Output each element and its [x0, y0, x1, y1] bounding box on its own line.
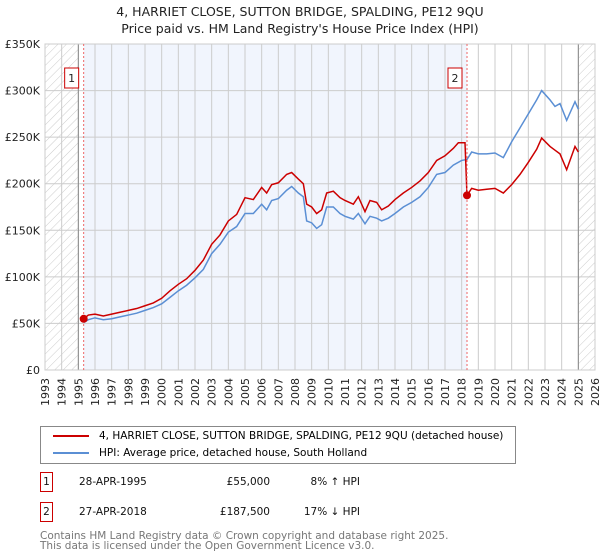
y-tick-label: £100K	[5, 271, 41, 284]
red-line-swatch	[53, 435, 89, 437]
plot-border	[44, 43, 596, 371]
footer-line: This data is licensed under the Open Gov…	[40, 540, 375, 552]
y-tick-label: £200K	[5, 178, 41, 191]
x-tick-label: 2022	[522, 378, 535, 406]
transaction-price: £55,000	[226, 476, 270, 488]
x-tick-label: 2000	[156, 378, 169, 406]
property-price-line	[83, 136, 579, 320]
legend-item-hpi: HPI: Average price, detached house, Sout…	[53, 447, 367, 459]
legend-label: HPI: Average price, detached house, Sout…	[99, 447, 368, 459]
x-tick-label: 1996	[89, 378, 102, 406]
transaction-hpi: 17% ↓ HPI	[303, 506, 360, 518]
transaction-badge: 2	[40, 502, 53, 522]
chart-subtitle: Price paid vs. HM Land Registry's House …	[121, 21, 479, 36]
sale-badge-label: 1	[68, 72, 75, 85]
sale-badge-label: 2	[452, 72, 459, 85]
x-tick-label: 2024	[556, 378, 569, 406]
chart-title: 4, HARRIET CLOSE, SUTTON BRIDGE, SPALDIN…	[116, 4, 484, 19]
x-tick-label: 2008	[289, 378, 302, 406]
shaded-period	[83, 44, 468, 370]
x-tick-label: 2020	[489, 378, 502, 406]
hatched-region-after	[578, 44, 595, 370]
sale-point	[79, 314, 88, 323]
x-tick-label: 1995	[72, 378, 85, 406]
x-tick-label: 1993	[39, 378, 52, 406]
y-tick-label: £50K	[12, 317, 41, 330]
x-tick-label: 1999	[139, 378, 152, 406]
y-tick-label: £300K	[5, 85, 41, 98]
x-tick-label: 2023	[539, 378, 552, 406]
legend-item-property: 4, HARRIET CLOSE, SUTTON BRIDGE, SPALDIN…	[53, 430, 503, 442]
y-tick-label: £0	[26, 364, 40, 377]
x-tick-label: 2011	[339, 378, 352, 406]
x-tick-label: 2021	[506, 378, 519, 406]
x-tick-label: 2015	[406, 378, 419, 406]
x-tick-label: 1994	[56, 378, 69, 406]
sale-point	[463, 191, 471, 200]
x-tick-label: 2006	[256, 378, 269, 406]
legend: 4, HARRIET CLOSE, SUTTON BRIDGE, SPALDIN…	[40, 426, 516, 464]
x-tick-label: 1998	[122, 378, 135, 406]
x-tick-label: 2005	[239, 378, 252, 406]
transaction-date: 28-APR-1995	[79, 476, 147, 488]
x-tick-label: 2017	[439, 378, 452, 406]
x-tick-label: 2009	[306, 378, 319, 406]
x-tick-label: 2002	[189, 378, 202, 406]
y-tick-label: £350K	[5, 38, 41, 51]
x-tick-label: 2001	[172, 378, 185, 406]
x-tick-label: 2007	[272, 378, 285, 406]
y-tick-label: £150K	[5, 224, 41, 237]
x-tick-label: 2004	[222, 378, 235, 406]
sale-badge-box	[447, 67, 463, 89]
sale-badge-box	[64, 67, 80, 89]
x-tick-label: 2025	[572, 378, 585, 406]
footer-line: Contains HM Land Registry data © Crown c…	[40, 530, 449, 542]
price-chart: 1 2 1993 1994 1995 1996 1997 1998 1999 2000 2001 20…	[5, 38, 600, 406]
x-tick-label: 2019	[472, 378, 485, 406]
x-tick-label: 2003	[206, 378, 219, 406]
y-tick-label: £250K	[5, 131, 41, 144]
footer: Contains HM Land Registry data © Crown c…	[40, 530, 449, 552]
transaction-date: 27-APR-2018	[79, 506, 147, 518]
transaction-price: £187,500	[219, 506, 270, 518]
x-tick-label: 2016	[422, 378, 435, 406]
x-tick-label: 2018	[456, 378, 469, 406]
transaction-badge: 1	[40, 472, 53, 492]
x-tick-label: 2013	[372, 378, 385, 406]
x-tick-label: 2012	[356, 378, 369, 406]
transaction-hpi: 8% ↑ HPI	[310, 476, 360, 488]
hpi-line	[83, 89, 580, 324]
x-tick-label: 2010	[322, 378, 335, 406]
x-tick-label: 1997	[106, 378, 119, 406]
x-tick-label: 2026	[589, 378, 600, 406]
legend-label: 4, HARRIET CLOSE, SUTTON BRIDGE, SPALDIN…	[99, 430, 504, 442]
x-tick-label: 2014	[389, 378, 402, 406]
blue-line-swatch	[53, 452, 89, 454]
